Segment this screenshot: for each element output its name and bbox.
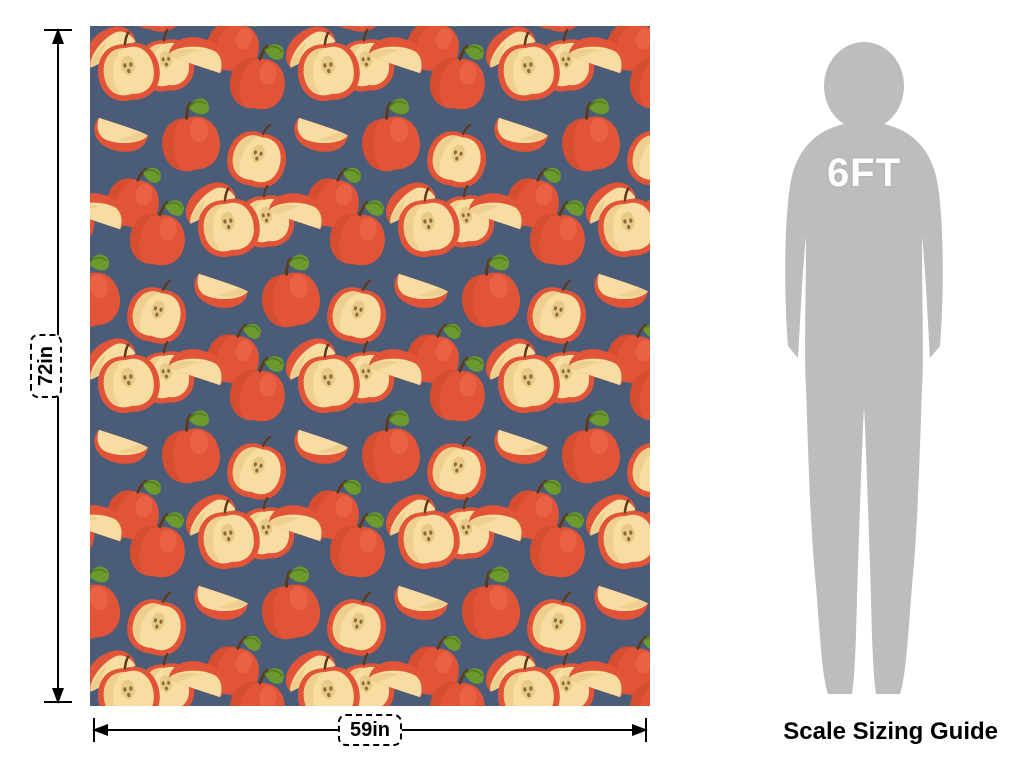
scale-sizing-guide-label: Scale Sizing Guide — [783, 718, 998, 746]
width-dimension-label: 59in — [338, 714, 402, 746]
width-dimension: 59in — [90, 712, 650, 762]
height-dimension: 72in — [34, 26, 82, 706]
human-silhouette-icon — [744, 26, 984, 706]
pattern-panel — [90, 26, 650, 706]
scale-figure: 6FT — [744, 26, 984, 706]
height-dimension-label: 72in — [30, 334, 62, 398]
figure-height-label: 6FT — [827, 151, 901, 196]
pattern-panel-wrap — [90, 26, 650, 706]
